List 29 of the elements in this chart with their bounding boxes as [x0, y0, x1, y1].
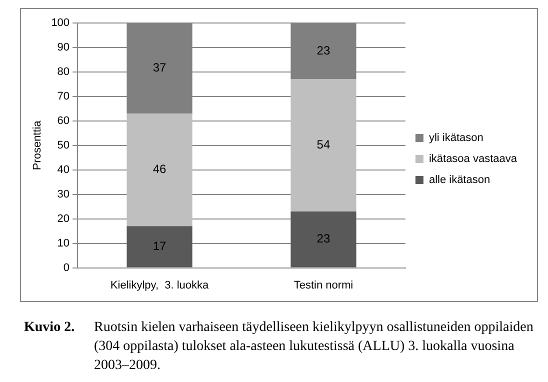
y-tick-label: 70 [57, 90, 70, 102]
y-tick-label: 90 [57, 42, 70, 54]
y-tick-label: 50 [57, 139, 70, 152]
data-label: 23 [316, 43, 330, 58]
bar [290, 79, 356, 212]
text: Ruotsin kielen varhaiseen täydelliseen kielikylpyyn osallistuneiden oppilaiden (304 oppilasta) tulokset ala-asteen lukutestissä (ALLU) 3. luokalla vuosina 2003–2009. [94, 319, 534, 375]
y-tick-label: 10 [57, 237, 70, 250]
data-label: 37 [152, 60, 167, 75]
data-label: 17 [152, 239, 167, 254]
y-tick-label: 40 [57, 164, 70, 176]
x-tick-label: Testin normi [294, 279, 354, 292]
y-tick-label: 30 [57, 188, 70, 200]
legend-label: alle ikätason [428, 174, 490, 186]
y-tick-label: 0 [63, 262, 70, 274]
data-label: 54 [316, 138, 330, 152]
x-tick-label: Kielikylpy, 3. luokka [110, 279, 210, 292]
y-tick-label: 60 [57, 114, 70, 127]
legend-label: yli ikätason [428, 132, 484, 144]
y-axis-title: Prosenttia [32, 120, 44, 170]
y-tick-label: 80 [57, 66, 70, 78]
y-tick-label: 100 [51, 17, 70, 30]
bar [126, 114, 192, 226]
y-tick-label: 20 [57, 212, 70, 225]
legend-label: ikätasoa vastaava [428, 153, 518, 166]
bar [126, 226, 192, 268]
text: Kuvio 2. [24, 319, 76, 337]
bar [290, 211, 356, 268]
data-label: 46 [152, 162, 167, 176]
data-label: 23 [316, 232, 330, 246]
